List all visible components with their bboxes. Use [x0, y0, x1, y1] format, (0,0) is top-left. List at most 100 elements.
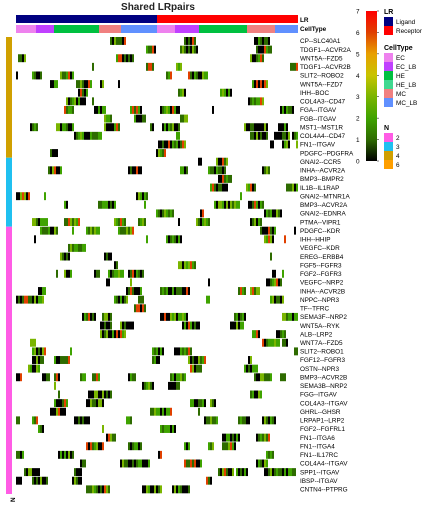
heatmap-cell — [88, 416, 90, 425]
heatmap-cell — [100, 131, 102, 140]
heatmap-cell — [38, 295, 40, 304]
row-label: TDGF1--ACVR2B — [300, 64, 351, 71]
heatmap-cell — [88, 80, 90, 89]
heatmap-cell — [124, 321, 126, 330]
heatmap-cell — [264, 468, 266, 477]
heatmap-cell — [270, 140, 272, 149]
heatmap-cell — [278, 468, 280, 477]
heatmap-cell — [108, 252, 110, 261]
heatmap-cell — [270, 295, 272, 304]
heatmap-cell — [148, 45, 150, 54]
heatmap-cell — [174, 123, 176, 132]
heatmap-cell — [234, 442, 236, 451]
heatmap-cell — [36, 347, 38, 356]
heatmap-cell — [168, 381, 170, 390]
heatmap-cell — [58, 166, 60, 175]
heatmap-cell — [128, 287, 130, 295]
heatmap-cell — [40, 287, 42, 295]
heatmap-cell — [294, 312, 296, 321]
heatmap-cell — [238, 200, 240, 209]
heatmap-cell — [80, 97, 82, 106]
heatmap-cell — [102, 105, 104, 114]
heatmap-cell — [86, 226, 88, 235]
heatmap-cell — [168, 287, 170, 295]
heatmap-cell — [98, 442, 100, 451]
heatmap-cell — [206, 416, 208, 425]
heatmap-cell — [266, 226, 268, 235]
heatmap-cell — [250, 123, 252, 132]
heatmap-cell — [92, 131, 94, 140]
heatmap-cell — [188, 442, 190, 451]
row-label: FN1--ITGA6 — [300, 435, 335, 442]
heatmap-cell — [76, 468, 78, 477]
heatmap-cell — [210, 399, 212, 408]
heatmap-cell — [134, 114, 136, 123]
heatmap-cell — [28, 468, 30, 477]
heatmap-cell — [32, 356, 34, 364]
heatmap-cell — [208, 218, 210, 227]
heatmap-cell — [272, 140, 274, 149]
row-label: BMP3--ACVR2A — [300, 202, 348, 209]
heatmap-cell — [56, 399, 58, 408]
heatmap-cell — [174, 287, 176, 295]
heatmap-cell — [140, 442, 142, 451]
legend-title: CellType — [384, 45, 413, 52]
heatmap-cell — [92, 390, 94, 399]
heatmap-cell — [262, 131, 264, 140]
heatmap-cell — [222, 468, 224, 477]
row-label: GNAI2--CCR5 — [300, 159, 341, 166]
heatmap-cell — [260, 390, 262, 399]
celltype-annotation-label: CellType — [300, 26, 327, 33]
heatmap-cell — [136, 442, 138, 451]
heatmap-cell — [224, 433, 226, 442]
heatmap-cell — [116, 123, 118, 132]
heatmap-cell — [108, 390, 110, 399]
heatmap-cell — [198, 459, 200, 468]
heatmap-cell — [120, 459, 122, 468]
heatmap-cell — [274, 209, 276, 218]
heatmap-cell — [170, 71, 172, 80]
heatmap-cell — [268, 226, 270, 235]
heatmap-cell — [120, 37, 122, 45]
heatmap-cell — [212, 183, 214, 192]
heatmap-cell — [44, 373, 46, 382]
heatmap-cell — [184, 287, 186, 295]
heatmap-cell — [258, 97, 260, 106]
row-label: PDGFC--PDGFRA — [300, 150, 354, 157]
heatmap-cell — [42, 425, 44, 433]
legend-item-label: Ligand — [396, 19, 416, 26]
heatmap-cell — [264, 131, 266, 140]
heatmap-cell — [140, 287, 142, 295]
heatmap-cell — [272, 295, 274, 304]
heatmap-cell — [38, 425, 40, 433]
heatmap-cell — [164, 425, 166, 433]
heatmap-cell — [64, 123, 66, 132]
heatmap-cell — [234, 200, 236, 209]
heatmap-cell — [64, 105, 66, 114]
heatmap-cell — [130, 459, 132, 468]
heatmap-cell — [34, 347, 36, 356]
heatmap-cell — [100, 442, 102, 451]
heatmap-cell — [174, 381, 176, 390]
heatmap-cell — [34, 364, 36, 373]
heatmap-cell — [264, 338, 266, 347]
legend-swatch — [384, 26, 393, 35]
heatmap-cell — [216, 416, 218, 425]
heatmap-cell — [196, 45, 198, 54]
heatmap-cell — [282, 295, 284, 304]
heatmap-cell — [280, 105, 282, 114]
heatmap-cell — [56, 123, 58, 132]
heatmap-cell — [102, 442, 104, 451]
heatmap-cell — [146, 192, 148, 201]
scale-tick-label: 2 — [356, 116, 360, 123]
heatmap-cell — [102, 330, 104, 339]
heatmap-cell — [282, 312, 284, 321]
heatmap-cell — [90, 485, 92, 494]
heatmap-cell — [190, 364, 192, 373]
heatmap-cell — [92, 373, 94, 382]
heatmap-cell — [128, 269, 130, 278]
heatmap-cell — [274, 226, 276, 235]
heatmap-cell — [258, 287, 260, 295]
